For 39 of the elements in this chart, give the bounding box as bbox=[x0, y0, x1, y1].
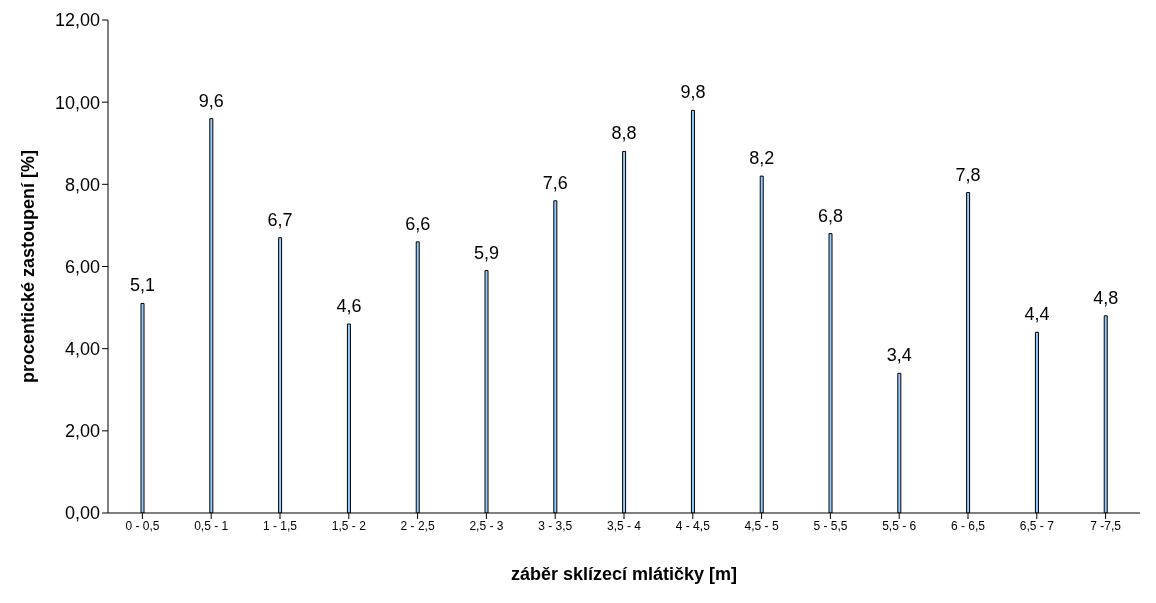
data-label: 5,1 bbox=[130, 275, 156, 296]
x-tick-label: 3 - 3,5 bbox=[538, 518, 573, 533]
y-tick-label: 8,00 bbox=[64, 174, 100, 195]
data-label: 6,7 bbox=[267, 209, 293, 230]
x-tick-label: 2,5 - 3 bbox=[469, 518, 504, 533]
x-tick-label: 0 - 0,5 bbox=[125, 518, 160, 533]
data-label: 9,6 bbox=[198, 90, 224, 111]
y-tick-label: 6,00 bbox=[64, 256, 100, 277]
data-label: 4,8 bbox=[1093, 287, 1119, 308]
x-tick-label: 5 - 5,5 bbox=[813, 518, 848, 533]
x-tick-label: 0,5 - 1 bbox=[194, 518, 229, 533]
x-tick-label: 1 - 1,5 bbox=[262, 518, 298, 533]
x-tick-label: 5,5 - 6 bbox=[882, 518, 917, 533]
x-tick-label: 6 - 6,5 bbox=[950, 518, 986, 533]
y-tick-label: 12,00 bbox=[54, 10, 100, 31]
data-label: 6,8 bbox=[818, 205, 844, 226]
x-tick-label: 4 - 4,5 bbox=[675, 518, 711, 533]
data-label: 9,8 bbox=[680, 82, 706, 103]
x-tick-label: 2 - 2,5 bbox=[400, 518, 435, 533]
y-tick-label: 10,00 bbox=[54, 92, 100, 113]
x-tick-label: 1,5 - 2 bbox=[331, 518, 367, 533]
data-label: 7,6 bbox=[542, 172, 568, 193]
data-label: 8,2 bbox=[749, 148, 775, 169]
x-tick-label: 3,5 - 4 bbox=[606, 518, 642, 533]
data-label: 4,6 bbox=[336, 296, 362, 317]
data-label: 7,8 bbox=[955, 164, 981, 185]
data-label: 5,9 bbox=[474, 242, 500, 263]
data-label: 4,4 bbox=[1024, 304, 1050, 325]
x-axis-title: záběr sklízecí mlátičky [m] bbox=[510, 563, 738, 584]
y-tick-label: 4,00 bbox=[64, 339, 100, 360]
x-tick-label: 6,5 - 7 bbox=[1019, 518, 1055, 533]
data-label: 3,4 bbox=[886, 345, 912, 366]
y-tick-label: 0,00 bbox=[64, 503, 100, 524]
data-label: 6,6 bbox=[405, 213, 431, 234]
y-tick-label: 2,00 bbox=[64, 421, 100, 442]
x-tick-label: 7 -7,5 bbox=[1090, 518, 1122, 533]
data-label: 8,8 bbox=[611, 123, 637, 144]
x-tick-label: 4,5 - 5 bbox=[744, 518, 779, 533]
y-axis-title: procentické zastoupení [%] bbox=[18, 149, 39, 384]
